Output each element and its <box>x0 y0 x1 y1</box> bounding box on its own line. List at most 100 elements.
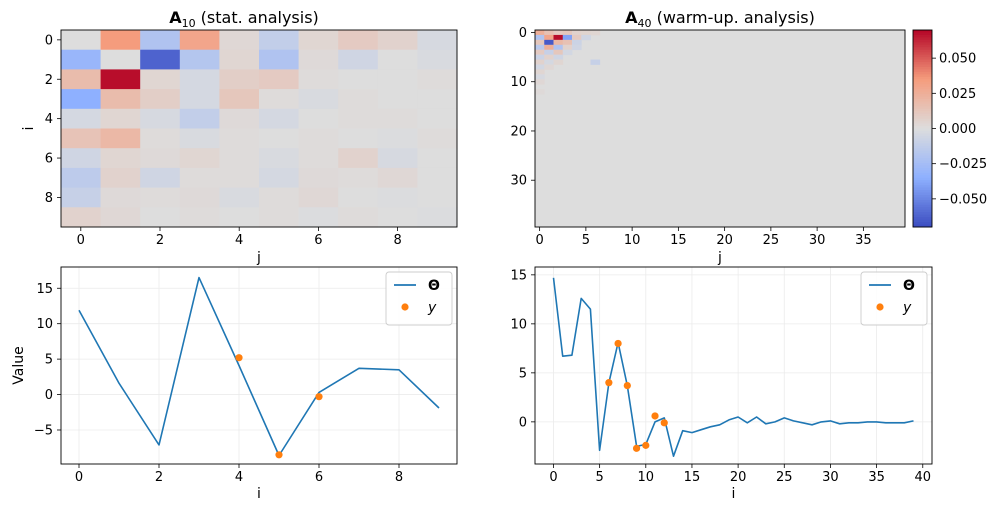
legend-label-y: y <box>902 300 912 316</box>
heatmap-cell <box>338 69 379 90</box>
colorbar-segment <box>913 138 932 142</box>
colorbar-tick-label: 0.025 <box>939 87 976 102</box>
y-tick-label: 15 <box>510 268 527 283</box>
colorbar-segment <box>913 143 932 147</box>
heatmap-cell <box>179 69 220 90</box>
colorbar-segment <box>913 126 932 129</box>
heatmap-cell <box>581 30 591 36</box>
colorbar-segment <box>913 74 932 78</box>
heatmap-cell <box>179 128 220 149</box>
heatmap-cell <box>298 148 339 169</box>
y-tick-label: 10 <box>36 317 53 332</box>
colorbar-segment <box>913 175 932 179</box>
heatmap-cell <box>535 49 545 56</box>
heatmap-cell <box>338 128 379 149</box>
a40-title: A40 (warm-up. analysis) <box>625 8 815 30</box>
heatmap-cell <box>298 69 339 90</box>
heatmap-cell <box>179 187 220 208</box>
colorbar-segment <box>913 76 932 80</box>
heatmap-cell <box>377 167 418 188</box>
x-tick-label: 15 <box>684 470 701 485</box>
x-tick-label: 20 <box>716 233 733 248</box>
heatmap-frame <box>534 29 906 228</box>
x-axis-label: j <box>717 250 722 266</box>
colorbar-segment <box>913 140 932 144</box>
heatmap-cell <box>61 49 101 70</box>
colorbar-segment <box>913 135 932 139</box>
x-tick-label: 35 <box>855 233 872 248</box>
heatmap-cell <box>100 167 141 188</box>
heatmap-cell <box>417 69 458 90</box>
y-tick-label: 0 <box>519 26 527 41</box>
heatmap-cell <box>417 128 458 149</box>
colorbar-segment <box>913 158 932 162</box>
colorbar: −0.050 −0.025 0.000 0.025 0.050 <box>912 29 987 228</box>
x-tick-label: 4 <box>235 233 243 248</box>
x-tick-label: 6 <box>315 470 323 485</box>
heatmap-cell <box>298 128 339 149</box>
colorbar-segment <box>913 177 932 181</box>
x-tick-label: 10 <box>638 470 655 485</box>
heatmap-cell <box>562 30 573 36</box>
colorbar-segment <box>913 202 932 206</box>
colorbar-segment <box>913 34 932 38</box>
heatmap-cell <box>259 108 299 129</box>
heatmap-cell <box>581 34 591 41</box>
colorbar-segment <box>913 94 932 97</box>
colorbar-segment <box>913 62 932 65</box>
colorbar-segment <box>913 212 932 216</box>
legend-label-theta: Θ <box>903 278 915 294</box>
heatmap-cell <box>100 148 141 169</box>
x-tick-label: 0 <box>77 233 85 248</box>
heatmap-cell <box>179 30 220 51</box>
heatmap-cell <box>544 30 554 36</box>
colorbar-segment <box>913 204 932 208</box>
heatmap-cell <box>259 148 299 169</box>
a10-title-sub: 10 <box>182 17 196 30</box>
heatmap-cell <box>259 69 299 90</box>
heatmap-cell <box>377 30 418 51</box>
heatmap-cell <box>535 59 545 65</box>
colorbar-segment <box>913 116 932 120</box>
heatmap-cell <box>61 128 101 149</box>
heatmap-cell <box>219 148 260 169</box>
heatmap-cell <box>179 207 220 228</box>
heatmap-cell <box>140 148 181 169</box>
heatmap-cell <box>219 207 260 228</box>
colorbar-segment <box>913 42 932 46</box>
scatter-point-y <box>315 393 323 401</box>
colorbar-segment <box>913 54 932 58</box>
colorbar-segment <box>913 79 932 83</box>
scatter-point-y <box>623 381 631 390</box>
heatmap-cell <box>140 49 181 70</box>
heatmap-cell <box>298 89 339 110</box>
scatter-point-y <box>235 354 243 362</box>
colorbar-segment <box>913 217 932 221</box>
x-axis-label: j <box>256 250 261 266</box>
colorbar-segment <box>913 162 932 166</box>
heatmap-cell <box>544 59 554 65</box>
a40-heatmap-panel: 0 5 10 15 20 25 30 35 0 10 20 30 j <box>510 26 906 266</box>
heatmap-cell <box>219 89 260 110</box>
colorbar-segment <box>913 86 932 90</box>
colorbar-segment <box>913 155 932 159</box>
colorbar-segment <box>913 49 932 53</box>
heatmap-cell <box>338 89 379 110</box>
heatmap-cell <box>100 69 141 90</box>
heatmap-cell <box>572 30 582 36</box>
legend-label-y: y <box>427 300 437 316</box>
colorbar-segment <box>913 66 932 70</box>
heatmap-frame <box>60 29 458 228</box>
a10-heatmap-panel: 0 2 4 6 8 0 2 4 6 8 j i <box>21 29 458 266</box>
heatmap-cell <box>219 128 260 149</box>
y-tick-label: −5 <box>34 423 53 438</box>
heatmap-cell <box>100 207 141 228</box>
x-tick-label: 30 <box>809 233 826 248</box>
y-tick-label: 10 <box>510 75 527 90</box>
a40-title-rest: (warm-up. analysis) <box>652 8 815 27</box>
colorbar-segment <box>913 106 932 110</box>
y-tick-label: 30 <box>510 174 527 189</box>
colorbar-segment <box>913 199 932 203</box>
x-tick-label: 0 <box>535 233 543 248</box>
colorbar-segment <box>913 145 932 149</box>
